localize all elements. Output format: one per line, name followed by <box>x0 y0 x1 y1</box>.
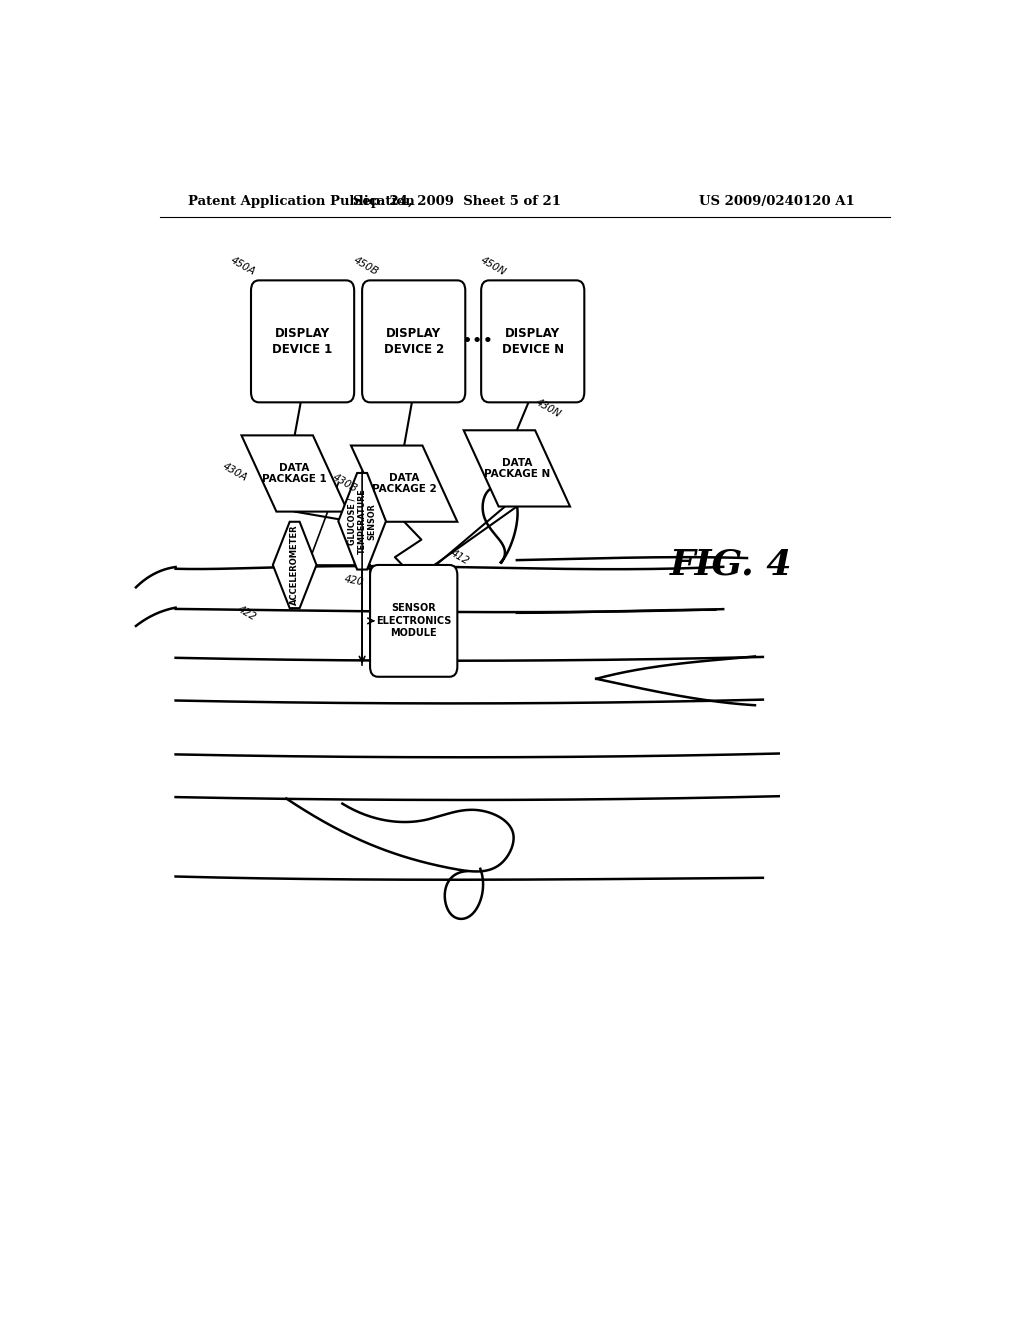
Text: DATA
PACKAGE N: DATA PACKAGE N <box>483 458 550 479</box>
Text: •••: ••• <box>461 333 494 350</box>
Text: 422: 422 <box>236 605 258 623</box>
Text: 420: 420 <box>343 574 365 587</box>
Text: DISPLAY
DEVICE N: DISPLAY DEVICE N <box>502 327 564 356</box>
Text: DISPLAY
DEVICE 2: DISPLAY DEVICE 2 <box>384 327 443 356</box>
Text: 450N: 450N <box>478 255 508 277</box>
FancyBboxPatch shape <box>370 565 458 677</box>
Text: 430N: 430N <box>535 397 563 420</box>
Text: DATA
PACKAGE 2: DATA PACKAGE 2 <box>372 473 436 495</box>
Text: 450B: 450B <box>352 255 380 277</box>
Text: 450A: 450A <box>229 255 257 277</box>
Text: US 2009/0240120 A1: US 2009/0240120 A1 <box>699 194 855 207</box>
Text: 430B: 430B <box>331 471 358 494</box>
Polygon shape <box>272 521 316 609</box>
FancyBboxPatch shape <box>362 280 465 403</box>
Text: GLUCOSE /
TEMPERATURE
SENSOR: GLUCOSE / TEMPERATURE SENSOR <box>348 488 376 554</box>
Text: DISPLAY
DEVICE 1: DISPLAY DEVICE 1 <box>272 327 333 356</box>
Text: SENSOR
ELECTRONICS
MODULE: SENSOR ELECTRONICS MODULE <box>376 603 452 639</box>
FancyBboxPatch shape <box>251 280 354 403</box>
Text: Sep. 24, 2009  Sheet 5 of 21: Sep. 24, 2009 Sheet 5 of 21 <box>353 194 561 207</box>
Polygon shape <box>464 430 570 507</box>
Text: 412: 412 <box>449 548 471 568</box>
Polygon shape <box>242 436 348 512</box>
Text: 430A: 430A <box>221 462 249 483</box>
Text: Patent Application Publication: Patent Application Publication <box>187 194 415 207</box>
Polygon shape <box>338 473 386 569</box>
Polygon shape <box>351 446 458 521</box>
Text: DATA
PACKAGE 1: DATA PACKAGE 1 <box>262 463 327 484</box>
FancyBboxPatch shape <box>481 280 585 403</box>
Text: FIG. 4: FIG. 4 <box>670 548 793 582</box>
Text: ACCELEROMETER: ACCELEROMETER <box>290 524 299 606</box>
